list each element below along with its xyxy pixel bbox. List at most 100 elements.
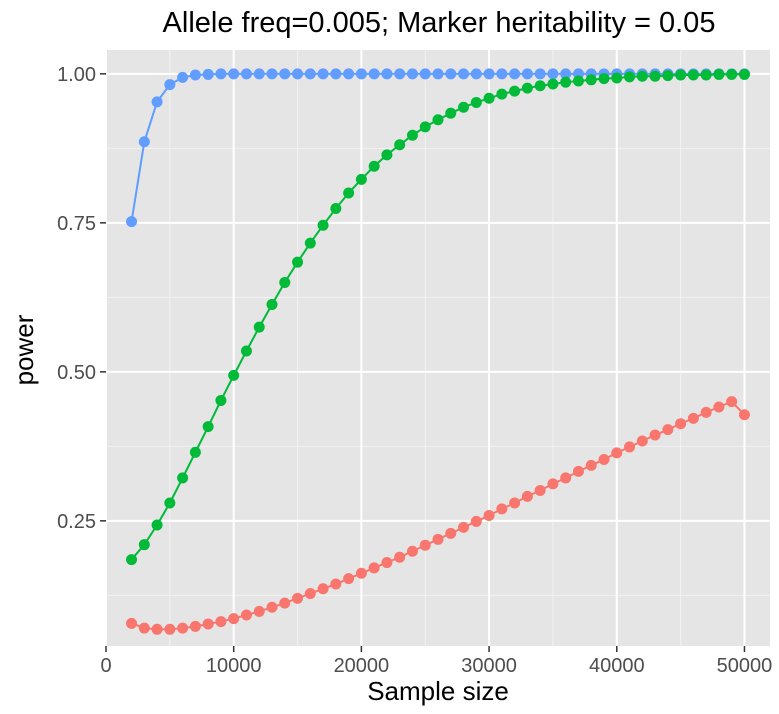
data-point (419, 121, 431, 133)
data-point (534, 68, 546, 80)
data-point (202, 618, 214, 630)
data-point (343, 573, 355, 585)
data-point (509, 85, 521, 97)
data-point (253, 68, 265, 80)
data-point (726, 68, 738, 80)
data-point (445, 527, 457, 539)
x-tick-label: 0 (100, 655, 111, 677)
data-point (738, 409, 750, 421)
data-point (138, 622, 150, 634)
data-point (687, 69, 699, 81)
data-point (547, 78, 559, 90)
data-point (547, 478, 559, 490)
data-point (304, 68, 316, 80)
data-point (164, 79, 176, 91)
data-point (432, 533, 444, 545)
data-point (445, 68, 457, 80)
data-point (445, 107, 457, 119)
data-point (330, 578, 342, 590)
data-point (330, 203, 342, 215)
data-point (662, 70, 674, 82)
data-point (636, 435, 648, 447)
y-tick-label: 0.75 (57, 213, 96, 235)
data-point (240, 609, 252, 621)
data-point (228, 369, 240, 381)
data-point (228, 68, 240, 80)
y-tick-label: 0.25 (57, 511, 96, 533)
data-point (202, 68, 214, 80)
data-point (611, 447, 623, 459)
data-point (381, 68, 393, 80)
data-point (713, 401, 725, 413)
data-point (547, 68, 559, 80)
data-point (675, 69, 687, 81)
data-point (292, 256, 304, 268)
data-point (189, 446, 201, 458)
data-point (458, 101, 470, 113)
y-axis-ticks: 0.25 0.50 0.75 1.00 (57, 64, 106, 533)
data-point (279, 276, 291, 288)
data-point (355, 567, 367, 579)
data-point (215, 616, 227, 628)
data-point (534, 80, 546, 92)
data-point (177, 472, 189, 484)
data-point (126, 554, 138, 566)
data-point (317, 219, 329, 231)
plot-panel (106, 50, 770, 646)
data-point (394, 139, 406, 151)
data-point (215, 68, 227, 80)
data-point (496, 503, 508, 515)
data-point (509, 68, 521, 80)
data-point (381, 149, 393, 161)
data-point (598, 73, 610, 85)
data-point (151, 519, 163, 531)
data-point (726, 396, 738, 408)
data-point (164, 497, 176, 509)
data-point (381, 557, 393, 569)
data-point (713, 68, 725, 80)
data-point (662, 424, 674, 436)
data-point (496, 68, 508, 80)
data-point (624, 71, 636, 83)
data-point (458, 521, 470, 533)
data-point (189, 69, 201, 81)
data-point (534, 484, 546, 496)
data-point (406, 129, 418, 141)
data-point (649, 429, 661, 441)
data-point (304, 588, 316, 600)
data-point (266, 68, 278, 80)
data-point (317, 583, 329, 595)
data-point (432, 114, 444, 126)
data-point (343, 68, 355, 80)
data-point (266, 601, 278, 613)
x-tick-label: 30000 (461, 655, 517, 677)
series-layer (126, 68, 750, 635)
data-point (560, 472, 572, 484)
y-tick-label: 0.50 (57, 362, 96, 384)
data-point (304, 237, 316, 249)
data-point (330, 68, 342, 80)
data-point (368, 160, 380, 172)
minor-gridlines (106, 50, 770, 646)
data-point (177, 71, 189, 83)
chart-title: Allele freq=0.005; Marker heritability =… (163, 7, 716, 39)
data-point (368, 562, 380, 574)
data-point (458, 68, 470, 80)
data-point (649, 70, 661, 82)
data-point (432, 68, 444, 80)
data-point (253, 605, 265, 617)
data-point (355, 173, 367, 185)
data-point (419, 539, 431, 551)
data-point (164, 623, 176, 635)
y-axis-label: power (9, 314, 39, 385)
data-point (177, 622, 189, 634)
data-point (138, 539, 150, 551)
data-point (585, 459, 597, 471)
data-point (483, 92, 495, 104)
data-point (292, 68, 304, 80)
data-point (279, 68, 291, 80)
data-point (598, 453, 610, 465)
data-point (266, 298, 278, 310)
data-point (687, 412, 699, 424)
data-point (560, 68, 572, 80)
